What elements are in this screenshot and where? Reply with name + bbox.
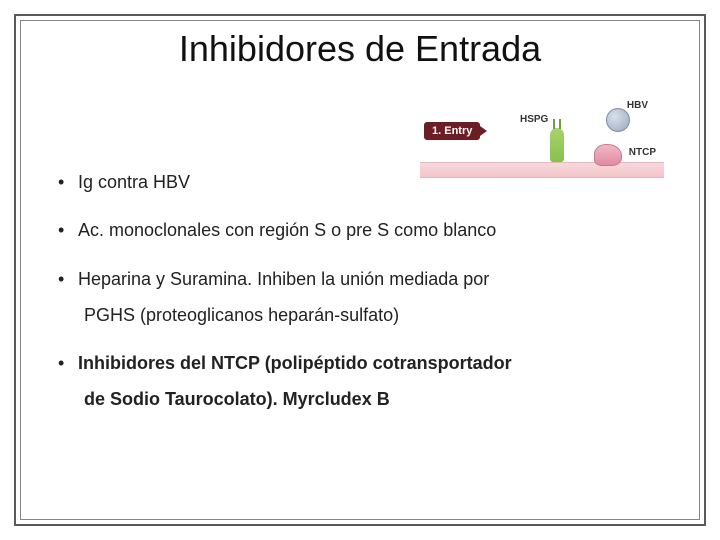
list-item: Ac. monoclonales con región S o pre S co… [58, 218, 668, 242]
entry-diagram: 1. Entry HSPG HBV NTCP [420, 96, 664, 178]
list-item: Heparina y Suramina. Inhiben la unión me… [58, 267, 668, 328]
hspg-icon [550, 128, 564, 162]
ntcp-label: NTCP [629, 147, 656, 158]
bullet-list: Ig contra HBV Ac. monoclonales con regió… [58, 170, 668, 436]
page-title: Inhibidores de Entrada [0, 28, 720, 70]
hspg-label: HSPG [520, 114, 548, 125]
bullet-text: Inhibidores del NTCP (polipéptido cotran… [78, 353, 512, 373]
bullet-text: Ac. monoclonales con región S o pre S co… [78, 220, 496, 240]
bullet-text: Heparina y Suramina. Inhiben la unión me… [78, 269, 489, 289]
bullet-text: Ig contra HBV [78, 172, 190, 192]
list-item: Ig contra HBV [58, 170, 668, 194]
bullet-text-cont: PGHS (proteoglicanos heparán-sulfato) [78, 303, 668, 327]
bullet-text-cont: de Sodio Taurocolato). Myrcludex B [78, 387, 668, 411]
ntcp-icon [594, 144, 622, 166]
list-item: Inhibidores del NTCP (polipéptido cotran… [58, 351, 668, 412]
entry-tag: 1. Entry [424, 122, 480, 140]
hbv-icon [606, 108, 630, 132]
hbv-label: HBV [627, 100, 648, 111]
